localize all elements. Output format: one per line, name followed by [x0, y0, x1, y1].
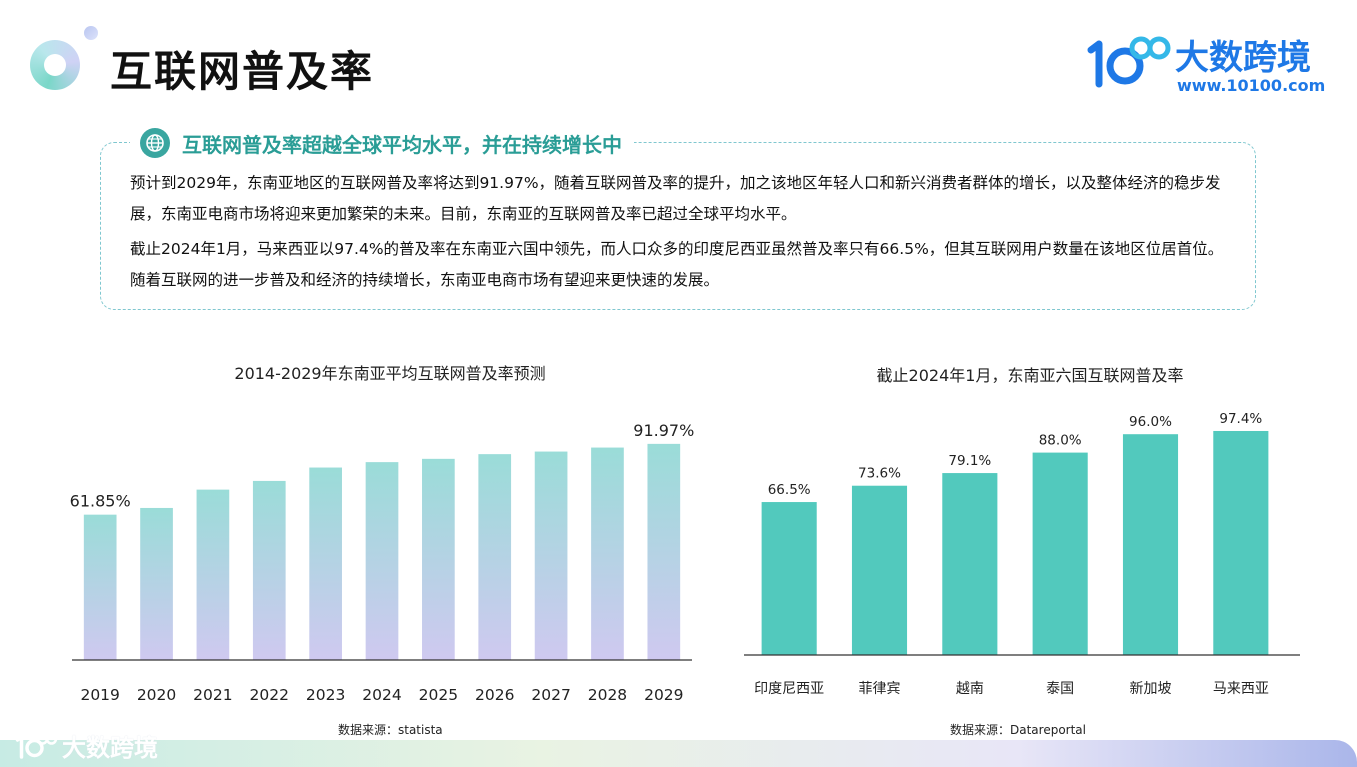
summary-box — [100, 142, 1256, 310]
chart1-category-label-2: 2021 — [193, 686, 232, 704]
chart2-title: 截止2024年1月，东南亚六国互联网普及率 — [876, 366, 1184, 385]
chart1-category-label-6: 2025 — [419, 686, 458, 704]
chart1-bar-3 — [252, 480, 286, 660]
chart1-bar-8 — [534, 451, 568, 660]
chart1-data-label-10: 91.97% — [633, 421, 694, 440]
chart2-bar-4 — [1122, 434, 1179, 655]
chart1-bar-4 — [309, 467, 342, 660]
chart1-bar-0 — [83, 514, 117, 660]
chart2-bar-3 — [1032, 452, 1088, 655]
chart2-category-label-4: 新加坡 — [1130, 681, 1172, 697]
summary-paragraph-1: 预计到2029年，东南亚地区的互联网普及率将达到91.97%，随着互联网普及率的… — [130, 174, 1221, 223]
footer-logo-text: 大数跨境 — [62, 734, 158, 762]
logo-text: 大数跨境 — [1175, 38, 1311, 78]
chart1-source: 数据来源：statista — [338, 723, 443, 737]
brand-logo: 大数跨境 www.10100.com — [1085, 30, 1335, 100]
footer-logo-mark-icon — [15, 732, 58, 759]
decorative-dot-icon — [84, 26, 98, 40]
chart2-bar-1 — [851, 485, 908, 655]
chart1-bar-9 — [591, 447, 624, 660]
chart1-category-label-0: 2019 — [80, 686, 119, 704]
chart1-category-label-4: 2023 — [306, 686, 345, 704]
chart2-data-label-3: 88.0% — [1039, 433, 1082, 449]
footer-band — [0, 740, 1357, 767]
chart2-category-label-3: 泰国 — [1046, 681, 1074, 697]
chart2-bar-5 — [1213, 430, 1269, 655]
summary-title: 互联网普及率超越全球平均水平，并在持续增长中 — [182, 132, 622, 157]
chart1-bar-7 — [478, 454, 512, 660]
chart1-svg: 61.85% 2019 2020 2021 2022 2023 2024 2025 2026 20… — [70, 421, 695, 704]
chart1-category-label-8: 2027 — [531, 686, 570, 704]
chart1-category-label-5: 2024 — [362, 686, 401, 704]
chart1-category-label-9: 2028 — [588, 686, 627, 704]
chart2-bar-0 — [761, 502, 817, 655]
chart2-bar-2 — [942, 473, 998, 655]
chart2-data-label-5: 97.4% — [1219, 411, 1262, 427]
chart1-category-label-3: 2022 — [250, 686, 289, 704]
chart2-data-label-1: 73.6% — [858, 466, 901, 482]
logo-mark-icon — [1087, 36, 1171, 88]
chart2-category-label-5: 马来西亚 — [1213, 681, 1269, 697]
chart1-bar-2 — [196, 489, 230, 660]
chart1-bar-10 — [647, 443, 681, 660]
decorative-ring-icon — [30, 40, 80, 90]
chart2-data-label-4: 96.0% — [1129, 414, 1172, 430]
chart2-category-label-1: 菲律宾 — [859, 681, 901, 697]
footer-logo: 大数跨境 — [10, 728, 158, 763]
chart1-data-label-0: 61.85% — [70, 492, 131, 511]
chart1-category-label-10: 2029 — [644, 686, 683, 704]
logo-url: www.10100.com — [1177, 76, 1326, 95]
chart1-category-label-1: 2020 — [137, 686, 176, 704]
chart1-bar-5 — [365, 462, 399, 660]
chart1-title: 2014-2029年东南亚平均互联网普及率预测 — [234, 364, 546, 383]
summary-header: 互联网普及率超越全球平均水平，并在持续增长中 — [130, 128, 634, 158]
chart2-data-label-0: 66.5% — [768, 482, 811, 498]
chart1-category-label-7: 2026 — [475, 686, 514, 704]
chart2-data-label-2: 79.1% — [948, 453, 991, 469]
chart1-bar-6 — [422, 458, 455, 660]
chart2-svg: 66.5% 印度尼西亚 73.6% 菲律宾 79.1% 越南 88.0% 泰国 96.0% 新加坡… — [744, 411, 1300, 697]
page-title: 互联网普及率 — [110, 47, 375, 96]
chart2-category-label-2: 越南 — [956, 681, 984, 697]
chart2-category-label-0: 印度尼西亚 — [754, 681, 824, 697]
chart2-source: 数据来源：Datareportal — [950, 723, 1086, 737]
summary-paragraph-2: 截止2024年1月，马来西亚以97.4%的普及率在东南亚六国中领先，而人口众多的… — [130, 240, 1224, 289]
chart1-bar-1 — [140, 507, 173, 660]
globe-icon — [140, 128, 170, 158]
